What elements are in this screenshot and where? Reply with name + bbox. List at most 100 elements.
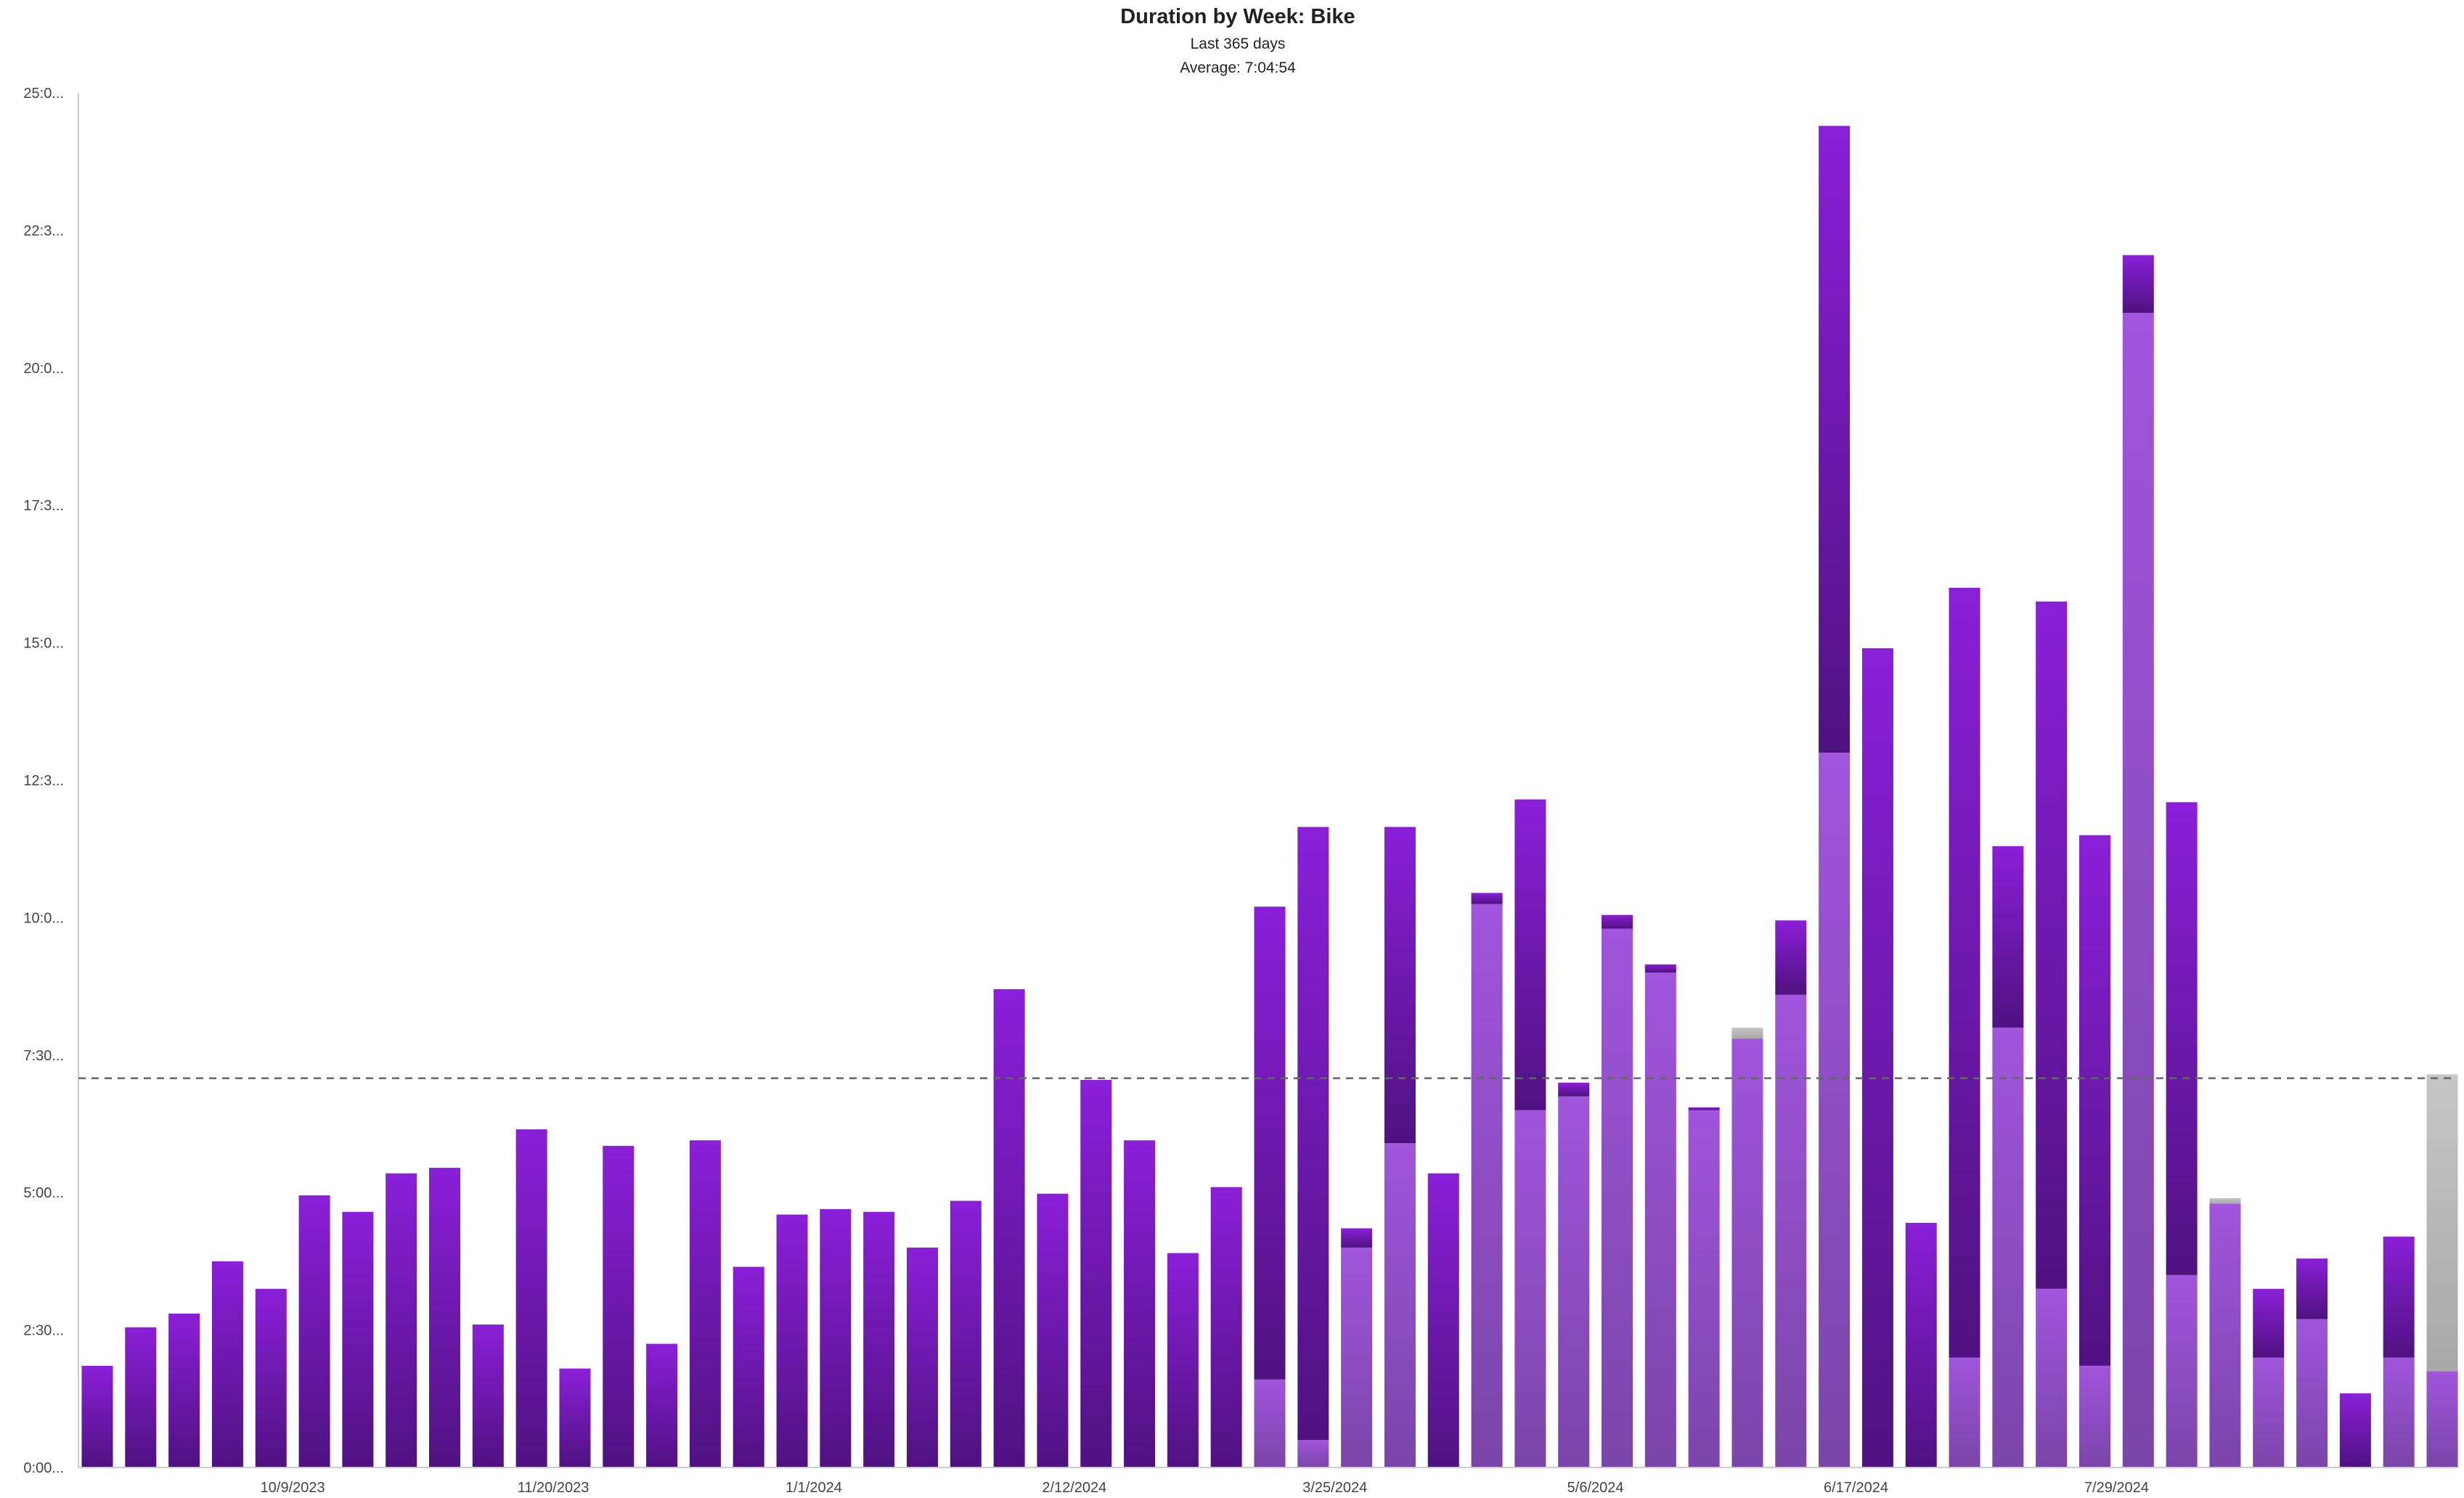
bar-segment-dark[interactable] <box>1644 964 1676 973</box>
bar-segment-dark[interactable] <box>2383 1236 2415 1358</box>
bar-segment-dark[interactable] <box>1602 914 1633 929</box>
bar-segment-dark[interactable] <box>776 1214 808 1468</box>
bar-segment-dark[interactable] <box>1384 827 1416 1144</box>
bar-segment-dark[interactable] <box>1297 827 1329 1441</box>
bar-segment-light[interactable] <box>1558 1096 1590 1468</box>
y-tick-label: 10:0... <box>23 910 64 926</box>
bar-segment-light[interactable] <box>1297 1440 1329 1468</box>
bar-segment-light[interactable] <box>2036 1288 2068 1468</box>
bar-segment-dark[interactable] <box>2339 1393 2371 1468</box>
bar-segment-dark[interactable] <box>1210 1187 1242 1468</box>
bar-segment-light[interactable] <box>1514 1110 1546 1468</box>
y-tick-label: 2:30... <box>23 1323 64 1339</box>
bar-segment-dark[interactable] <box>472 1325 504 1468</box>
y-tick-label: 22:3... <box>23 223 64 239</box>
bar-segment-light[interactable] <box>1949 1357 1980 1468</box>
bar-segment-dark[interactable] <box>950 1200 982 1468</box>
bar-segment-dark[interactable] <box>1427 1173 1459 1468</box>
bar-segment-dark[interactable] <box>1514 799 1546 1110</box>
chart-title: Duration by Week: Bike <box>1120 5 1355 28</box>
bar-segment-dark[interactable] <box>515 1129 547 1468</box>
bar-segment-dark[interactable] <box>603 1145 635 1468</box>
bar-segment-dark[interactable] <box>906 1247 938 1468</box>
bars <box>81 126 2458 1468</box>
y-tick-label: 5:00... <box>23 1185 64 1201</box>
bar-segment-dark[interactable] <box>1558 1082 1590 1097</box>
bar-segment-light[interactable] <box>1341 1247 1373 1468</box>
bar-segment-dark[interactable] <box>733 1266 764 1468</box>
x-tick-label: 3/25/2024 <box>1302 1480 1367 1496</box>
bar-segment-light[interactable] <box>2383 1357 2415 1468</box>
x-tick-label: 2/12/2024 <box>1042 1480 1106 1496</box>
bar-segment-dark[interactable] <box>1688 1107 1720 1110</box>
bar-segment-light[interactable] <box>1819 753 1851 1468</box>
average-label: Average: 7:04:54 <box>1180 60 1296 76</box>
bar-segment-dark[interactable] <box>429 1168 461 1468</box>
bar-segment-dark[interactable] <box>385 1173 417 1468</box>
bar-segment-dark[interactable] <box>820 1208 852 1468</box>
bar-segment-dark[interactable] <box>1775 920 1807 995</box>
x-tick-label: 6/17/2024 <box>1824 1480 1888 1496</box>
y-tick-label: 12:3... <box>23 773 64 789</box>
y-tick-label: 7:30... <box>23 1048 64 1064</box>
bar-segment-light[interactable] <box>1644 973 1676 1468</box>
bar-segment-dark[interactable] <box>298 1195 330 1468</box>
bar-segment-gray[interactable] <box>1731 1027 1763 1039</box>
bar-segment-dark[interactable] <box>2122 255 2154 314</box>
bar-segment-light[interactable] <box>1602 928 1633 1468</box>
x-tick-label: 11/20/2023 <box>518 1480 590 1496</box>
bar-segment-light[interactable] <box>2166 1274 2198 1468</box>
bar-segment-light[interactable] <box>2296 1319 2328 1468</box>
bar-segment-light[interactable] <box>1688 1110 1720 1468</box>
bar-segment-dark[interactable] <box>1037 1193 1069 1468</box>
bar-segment-light[interactable] <box>1471 904 1503 1468</box>
bar-segment-dark[interactable] <box>646 1343 678 1468</box>
bar-segment-dark[interactable] <box>559 1368 591 1468</box>
y-tick-label: 25:0... <box>23 86 64 102</box>
bar-segment-dark[interactable] <box>2296 1258 2328 1319</box>
bar-segment-dark[interactable] <box>211 1261 243 1468</box>
bar-segment-dark[interactable] <box>1819 126 1851 753</box>
x-tick-label: 1/1/2024 <box>786 1480 842 1496</box>
bar-segment-light[interactable] <box>2209 1203 2241 1468</box>
y-tick-label: 0:00... <box>23 1460 64 1476</box>
bar-segment-dark[interactable] <box>1471 893 1503 904</box>
bar-segment-light[interactable] <box>1384 1143 1416 1468</box>
bar-segment-dark[interactable] <box>1341 1228 1373 1248</box>
bar-segment-light[interactable] <box>2079 1365 2110 1468</box>
bar-segment-dark[interactable] <box>1080 1079 1112 1468</box>
y-axis-ticks: 0:00... 2:30... 5:00... 7:30... 10:0... 12:3.… <box>23 86 64 1476</box>
bar-segment-dark[interactable] <box>1124 1140 1156 1468</box>
bar-segment-dark[interactable] <box>1254 906 1286 1380</box>
y-tick-label: 15:0... <box>23 636 64 652</box>
bar-segment-dark[interactable] <box>2036 601 2068 1289</box>
bar-segment-dark[interactable] <box>1905 1222 1937 1468</box>
bar-segment-dark[interactable] <box>689 1140 721 1468</box>
bar-segment-dark[interactable] <box>1861 648 1893 1468</box>
bar-segment-light[interactable] <box>1992 1027 2024 1468</box>
bar-segment-dark[interactable] <box>2166 802 2198 1275</box>
bar-segment-dark[interactable] <box>81 1365 113 1468</box>
bar-segment-dark[interactable] <box>1949 587 1980 1358</box>
bar-segment-dark[interactable] <box>993 989 1025 1468</box>
bar-segment-gray[interactable] <box>2426 1074 2458 1372</box>
bar-segment-light[interactable] <box>1731 1039 1763 1468</box>
bar-segment-gray[interactable] <box>2209 1198 2241 1204</box>
bar-segment-light[interactable] <box>2426 1371 2458 1468</box>
bar-segment-light[interactable] <box>1775 994 1807 1468</box>
bar-segment-dark[interactable] <box>255 1288 287 1468</box>
bar-segment-dark[interactable] <box>2079 835 2110 1366</box>
bar-segment-light[interactable] <box>2253 1357 2285 1468</box>
bar-segment-dark[interactable] <box>168 1313 200 1468</box>
bar-segment-dark[interactable] <box>125 1327 157 1468</box>
bar-segment-dark[interactable] <box>863 1211 895 1468</box>
bar-segment-dark[interactable] <box>342 1211 374 1468</box>
bar-segment-light[interactable] <box>1254 1379 1286 1468</box>
bar-segment-dark[interactable] <box>2253 1288 2285 1358</box>
chart-subtitle: Last 365 days <box>1191 36 1286 52</box>
bar-segment-dark[interactable] <box>1167 1253 1199 1468</box>
bar-segment-light[interactable] <box>2122 313 2154 1468</box>
x-tick-label: 7/29/2024 <box>2084 1480 2149 1496</box>
bar-segment-dark[interactable] <box>1992 846 2024 1028</box>
